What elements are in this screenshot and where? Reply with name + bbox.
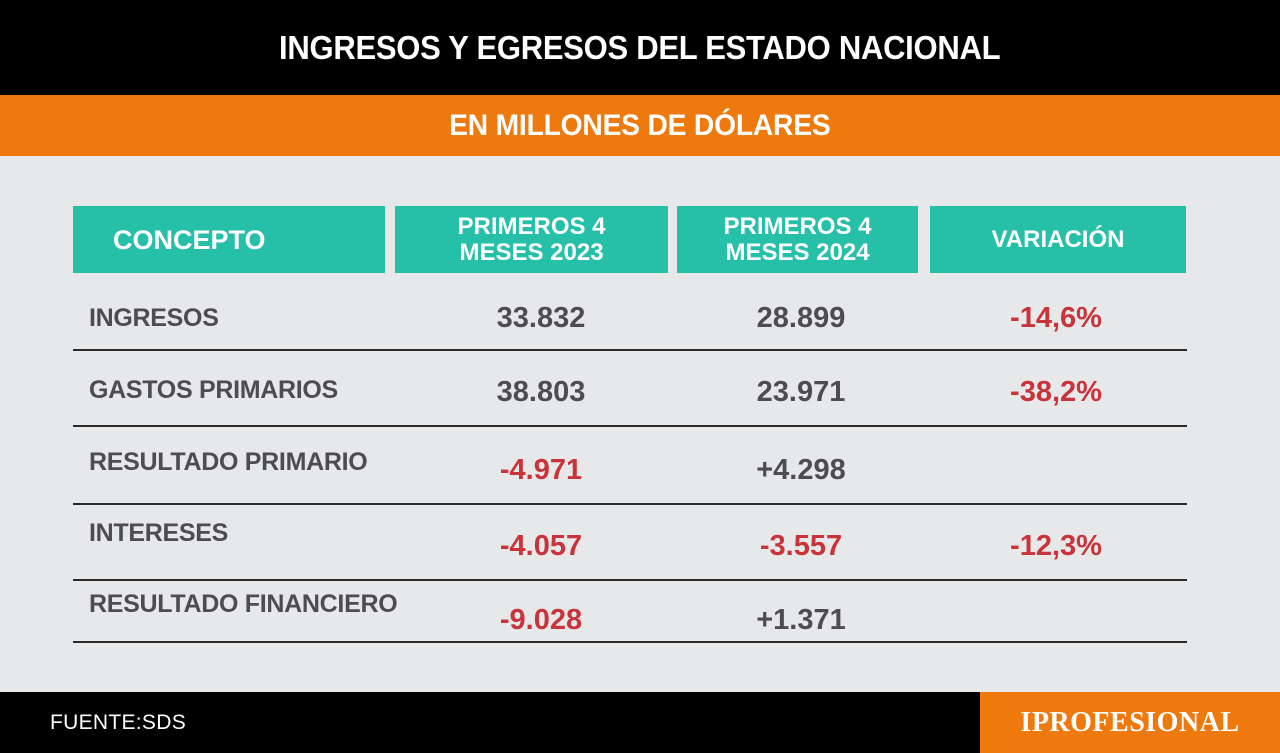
cell-resultado-primario-2024: +4.298: [756, 454, 846, 486]
row-divider: [73, 641, 1187, 643]
cell-gastos-primarios-2023: 38.803: [496, 376, 586, 408]
cell-gastos-primarios-2024: 23.971: [756, 376, 846, 408]
column-header-2024-line2: MESES 2024: [725, 238, 870, 266]
cell-ingresos-variacion: -14,6%: [1010, 302, 1102, 334]
row-label-gastos-primarios: GASTOS PRIMARIOS: [89, 376, 338, 404]
row-label-intereses: INTERESES: [89, 519, 228, 547]
cell-ingresos-2024: 28.899: [756, 302, 846, 334]
title-bar: INGRESOS Y EGRESOS DEL ESTADO NACIONAL: [0, 0, 1280, 95]
row-label-resultado-primario: RESULTADO PRIMARIO: [89, 448, 368, 476]
cell-intereses-2024: -3.557: [759, 530, 843, 562]
row-label-resultado-financiero: RESULTADO FINANCIERO: [89, 590, 398, 618]
row-divider: [73, 425, 1187, 427]
cell-gastos-primarios-variacion: -38,2%: [1010, 376, 1102, 408]
row-divider: [73, 503, 1187, 505]
column-header-2023: PRIMEROS 4 MESES 2023: [395, 206, 668, 273]
column-header-2024-line1: PRIMEROS 4: [723, 212, 872, 240]
cell-intereses-variacion: -12,3%: [1010, 530, 1102, 562]
page-subtitle: EN MILLONES DE DÓLARES: [449, 108, 831, 142]
page-title: INGRESOS Y EGRESOS DEL ESTADO NACIONAL: [279, 28, 1001, 66]
cell-resultado-financiero-2023: -9.028: [499, 604, 583, 636]
row-label-ingresos: INGRESOS: [89, 304, 219, 332]
column-header-2023-line1: PRIMEROS 4: [457, 212, 606, 240]
cell-intereses-2023: -4.057: [499, 530, 583, 562]
column-header-concepto-label: CONCEPTO: [113, 224, 266, 255]
column-header-variacion-label: VARIACIÓN: [991, 225, 1125, 253]
column-header-concepto: CONCEPTO: [73, 206, 385, 273]
column-header-2024: PRIMEROS 4 MESES 2024: [677, 206, 918, 273]
subtitle-bar: EN MILLONES DE DÓLARES: [0, 95, 1280, 156]
source-label: FUENTE:SDS: [50, 711, 187, 734]
cell-resultado-financiero-2024: +1.371: [756, 604, 846, 636]
row-divider: [73, 349, 1187, 351]
brand-logo: IPROFESIONAL: [980, 692, 1280, 753]
column-header-2023-line2: MESES 2023: [459, 238, 604, 266]
column-header-variacion: VARIACIÓN: [930, 206, 1186, 273]
row-divider: [73, 579, 1187, 581]
cell-ingresos-2023: 33.832: [496, 302, 586, 334]
cell-resultado-primario-2023: -4.971: [499, 454, 583, 486]
brand-logo-text: IPROFESIONAL: [1020, 706, 1240, 738]
